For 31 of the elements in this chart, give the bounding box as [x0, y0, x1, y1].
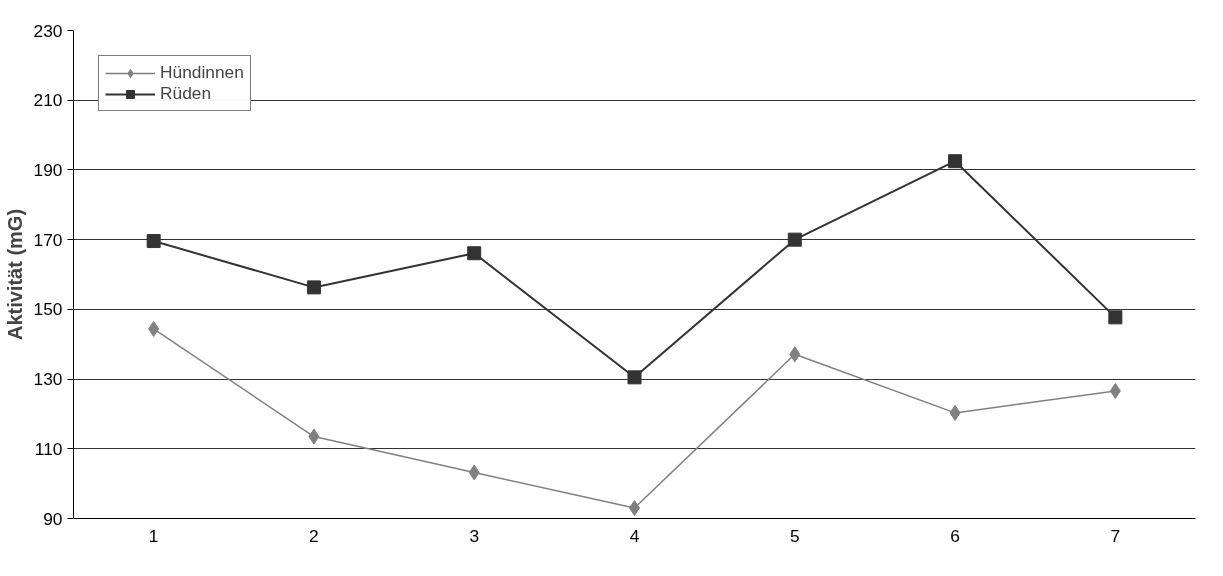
x-tick-label: 7 — [1110, 525, 1121, 546]
x-tick-label: 2 — [309, 525, 319, 546]
point — [948, 154, 963, 169]
point — [627, 370, 642, 385]
point — [146, 234, 161, 249]
y-tick-label: 210 — [33, 90, 63, 111]
y-tick-label: 110 — [34, 438, 63, 459]
legend-label: Rüden — [160, 83, 212, 104]
y-tick-label: 150 — [33, 299, 63, 320]
point — [467, 246, 482, 261]
y-axis-title: Aktivität (mG) — [3, 208, 26, 341]
y-tick-label: 190 — [33, 159, 63, 180]
x-tick-label: 5 — [789, 525, 800, 546]
x-tick-label: 6 — [950, 525, 960, 546]
y-tick-label: 130 — [33, 369, 63, 390]
legend-label: Hündinnen — [160, 62, 244, 83]
point — [308, 428, 320, 445]
point — [468, 464, 480, 481]
x-tick-label: 4 — [629, 525, 640, 546]
point — [1109, 382, 1121, 399]
x-tick-label: 1 — [148, 525, 159, 546]
y-tick-label: 90 — [43, 508, 63, 529]
point — [1108, 310, 1123, 325]
point — [787, 232, 802, 247]
point — [949, 404, 961, 421]
x-tick-label: 3 — [469, 525, 480, 546]
point — [306, 280, 321, 295]
y-tick-label: 170 — [33, 229, 63, 250]
y-tick-label: 230 — [33, 20, 63, 41]
point — [148, 320, 160, 337]
point — [789, 346, 801, 363]
